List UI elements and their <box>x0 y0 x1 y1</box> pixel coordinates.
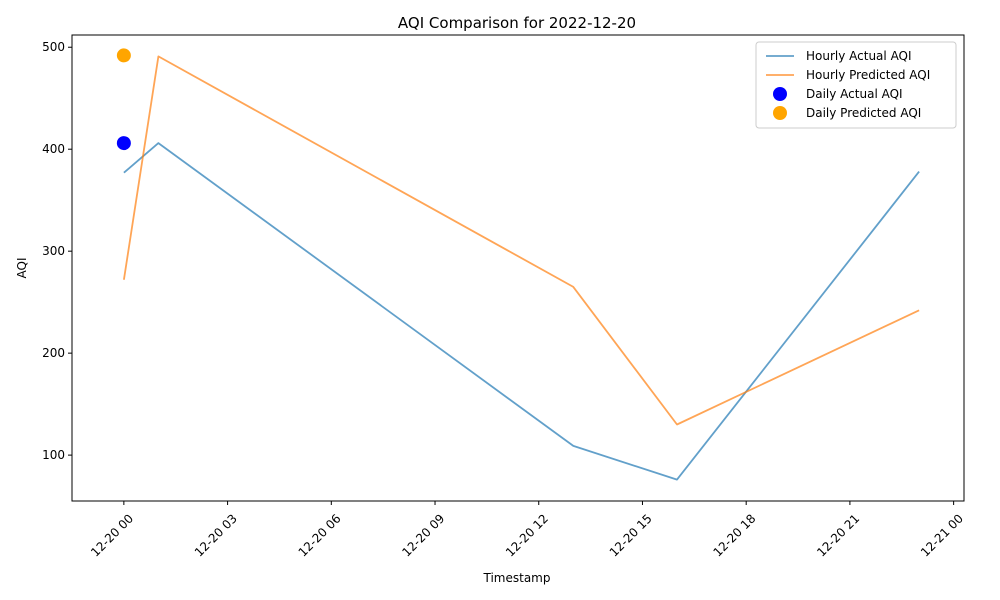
plot-points <box>116 48 131 151</box>
x-tick-label: 12-20 00 <box>88 511 136 559</box>
x-tick-label: 12-20 21 <box>814 511 862 559</box>
plot-lines <box>123 55 920 481</box>
x-tick-label: 12-20 12 <box>503 511 551 559</box>
legend-box <box>755 41 957 129</box>
legend-swatch-3 <box>773 106 787 120</box>
chart-title: AQI Comparison for 2022-12-20 <box>398 14 636 32</box>
legend-label-0: Hourly Actual AQI <box>806 49 912 63</box>
legend-swatch-2 <box>773 87 787 101</box>
y-tick-label: 100 <box>42 448 65 462</box>
series-line-1 <box>123 55 920 426</box>
x-axis-label: Timestamp <box>483 571 551 585</box>
series-point-2-0 <box>116 136 131 151</box>
x-tick-label: 12-20 03 <box>192 511 240 559</box>
series-point-3-0 <box>116 48 131 63</box>
x-tick-label: 12-20 15 <box>607 511 655 559</box>
y-tick-label: 300 <box>42 244 65 258</box>
y-tick-label: 400 <box>42 142 65 156</box>
y-axis-label: AQI <box>15 258 29 279</box>
legend: Hourly Actual AQI Hourly Predicted AQI Dai… <box>755 41 957 129</box>
plot-frame <box>71 34 965 502</box>
legend-label-2: Daily Actual AQI <box>806 87 903 101</box>
y-tick-label: 200 <box>42 346 65 360</box>
series-line-0 <box>123 142 920 481</box>
x-tick-label: 12-20 06 <box>296 511 344 559</box>
x-tick-label: 12-21 00 <box>918 511 966 559</box>
y-axis-ticks: 100 200 300 400 500 <box>42 40 72 462</box>
legend-label-3: Daily Predicted AQI <box>806 106 921 120</box>
x-axis-ticks: 12-20 00 12-20 03 12-20 06 12-20 09 12-20 12… <box>88 501 966 559</box>
x-tick-label: 12-20 09 <box>399 511 447 559</box>
y-tick-label: 500 <box>42 40 65 54</box>
legend-label-1: Hourly Predicted AQI <box>806 68 930 82</box>
x-tick-label: 12-20 18 <box>710 511 758 559</box>
